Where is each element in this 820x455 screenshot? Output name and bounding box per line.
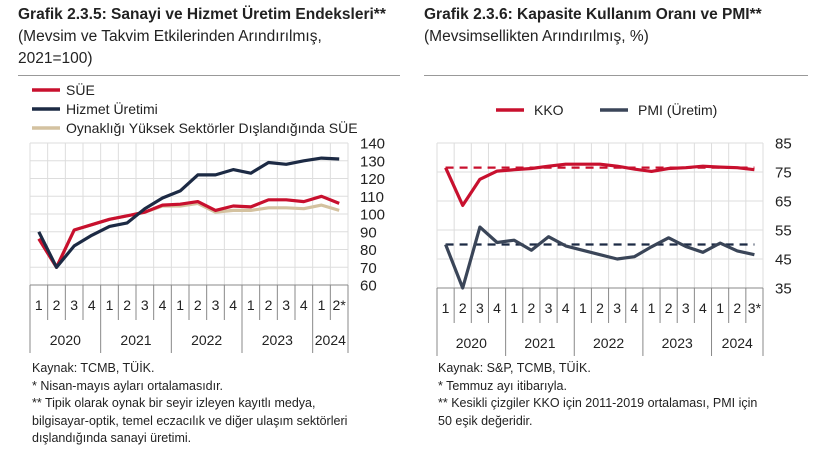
x-tick-label-year: 2020 (456, 335, 487, 351)
x-tick-label-quarter: 3 (212, 297, 220, 313)
x-tick-label-quarter: 1 (716, 300, 724, 316)
legend-label: KKO (534, 102, 564, 118)
x-tick-label-quarter: 3 (141, 297, 149, 313)
x-tick-label-quarter: 1 (648, 300, 656, 316)
y-tick-label: 85 (775, 136, 792, 153)
x-tick-label-quarter: 2 (527, 300, 535, 316)
x-tick-label-quarter: 1 (176, 297, 184, 313)
x-tick-label-quarter: 1 (247, 297, 255, 313)
x-tick-label-quarter: 2* (333, 297, 347, 313)
x-tick-label-quarter: 4 (300, 297, 308, 313)
legend-label: Oynaklığı Yüksek Sektörler Dışlandığında… (66, 119, 358, 136)
x-tick-label-quarter: 2 (665, 300, 673, 316)
y-tick-label: 90 (360, 224, 377, 241)
x-tick-label-quarter: 3 (70, 297, 78, 313)
x-tick-label-quarter: 2 (194, 297, 202, 313)
x-tick-label-quarter: 2 (265, 297, 273, 313)
x-tick-label-year: 2023 (262, 332, 293, 348)
y-tick-label: 70 (360, 260, 377, 277)
y-tick-label: 80 (360, 242, 377, 259)
y-tick-label: 55 (775, 223, 792, 240)
x-tick-label-quarter: 3 (282, 297, 290, 313)
note-line: Kaynak: TCMB, TÜİK. (32, 361, 155, 375)
x-tick-label-quarter: 4 (88, 297, 96, 313)
x-tick-label-year: 2024 (315, 332, 346, 348)
y-tick-label: 130 (360, 153, 385, 170)
legend-label: PMI (Üretim) (638, 101, 717, 118)
x-tick-label-quarter: 2 (459, 300, 467, 316)
y-tick-label: 120 (360, 171, 385, 188)
note-line: * Nisan-mayıs ayları ortalamasıdır. (32, 378, 224, 393)
x-tick-label-year: 2022 (593, 335, 624, 351)
x-tick-label-quarter: 4 (630, 300, 638, 316)
y-tick-label: 60 (360, 278, 377, 295)
x-tick-label-year: 2020 (50, 332, 81, 348)
note-line: * Temmuz ayı itibarıyla. (438, 378, 567, 393)
series-line-pmi-retim- (444, 225, 755, 290)
x-tick-label-quarter: 3 (613, 300, 621, 316)
x-tick-label-year: 2022 (191, 332, 222, 348)
left-chart-title: Grafik 2.3.5: Sanayi ve Hizmet Üretim En… (18, 6, 386, 67)
y-tick-label: 140 (360, 136, 385, 153)
x-tick-label-quarter: 3* (748, 300, 762, 316)
left-divider (18, 75, 400, 76)
x-tick-label-quarter: 1 (318, 297, 326, 313)
x-tick-label-quarter: 1 (510, 300, 518, 316)
x-tick-label-quarter: 1 (35, 297, 43, 313)
left-notes: Kaynak: TCMB, TÜİK. * Nisan-mayıs ayları… (32, 360, 347, 448)
x-tick-label-quarter: 4 (159, 297, 167, 313)
legend-label: Hizmet Üretimi (66, 100, 158, 117)
x-tick-label-quarter: 2 (123, 297, 131, 313)
x-tick-label-quarter: 2 (596, 300, 604, 316)
x-tick-label-quarter: 3 (476, 300, 484, 316)
legend-label: SÜE (66, 81, 95, 98)
y-tick-label: 45 (775, 252, 792, 269)
x-tick-label-quarter: 1 (106, 297, 114, 313)
note-line: bilgisayar-optik, temel eczacılık ve diğ… (32, 413, 348, 428)
right-chart-title: Grafik 2.3.6: Kapasite Kullanım Oranı ve… (424, 6, 762, 45)
y-tick-label: 65 (775, 194, 792, 211)
x-tick-label-year: 2021 (524, 335, 555, 351)
note-line: ** Kesikli çizgiler KKO için 2011-2019 o… (438, 396, 758, 410)
x-tick-label-quarter: 4 (699, 300, 707, 316)
x-tick-label-quarter: 4 (493, 300, 501, 316)
y-tick-label: 100 (360, 207, 385, 224)
series-line-kko (444, 162, 755, 207)
series-line-s-e (37, 194, 340, 269)
note-line: 50 eşik değeridir. (438, 413, 533, 428)
x-tick-label-quarter: 4 (562, 300, 570, 316)
x-tick-label-quarter: 2 (53, 297, 61, 313)
right-divider (424, 75, 808, 76)
x-tick-label-quarter: 1 (579, 300, 587, 316)
x-tick-label-quarter: 3 (682, 300, 690, 316)
x-tick-label-quarter: 4 (229, 297, 237, 313)
x-tick-label-year: 2024 (722, 335, 753, 351)
y-tick-label: 110 (360, 189, 384, 206)
x-tick-label-quarter: 3 (545, 300, 553, 316)
right-notes: Kaynak: S&P, TCMB, TÜİK. * Temmuz ayı it… (438, 360, 757, 430)
x-tick-label-quarter: 1 (442, 300, 450, 316)
note-line: dışlandığında sanayi üretimi. (32, 431, 192, 445)
y-tick-label: 75 (775, 165, 792, 182)
note-line: ** Tipik olarak oynak bir seyir izleyen … (32, 396, 316, 410)
note-line: Kaynak: S&P, TCMB, TÜİK. (438, 361, 591, 375)
x-tick-label-year: 2021 (120, 332, 151, 348)
y-tick-label: 35 (775, 281, 792, 298)
x-tick-label-year: 2023 (662, 335, 693, 351)
series-line-hizmet-retimi (37, 156, 340, 269)
x-tick-label-quarter: 2 (733, 300, 741, 316)
